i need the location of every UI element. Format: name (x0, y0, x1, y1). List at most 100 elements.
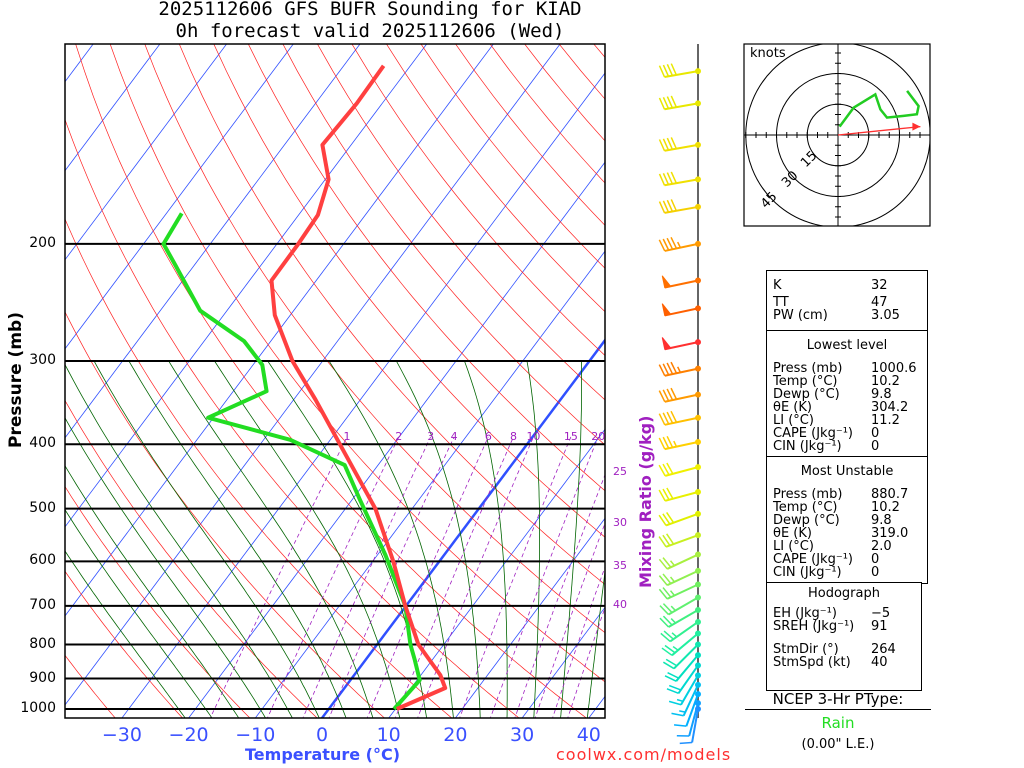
temperature-tick-10: 10 (376, 724, 401, 746)
index-row: Dewp (°C) 9.8 (773, 514, 927, 527)
mixing-ratio-line (534, 522, 605, 718)
dry-adiabat (455, 44, 605, 226)
dry-adiabat (144, 44, 605, 634)
index-label: θE (K) (773, 526, 812, 541)
dry-adiabat (351, 44, 605, 356)
index-row: TT 47 (773, 296, 927, 309)
dry-adiabat (420, 44, 605, 269)
mixing-ratio-label-2: 2 (395, 430, 403, 443)
ptype-title: NCEP 3-Hr PType: (745, 690, 931, 710)
index-row: θE (K) 304.2 (773, 401, 927, 414)
wind-barb (658, 361, 701, 377)
hodograph-units: knots (750, 46, 786, 61)
index-value: 91 (871, 619, 888, 634)
moist-adiabat (214, 360, 401, 718)
isotherm (121, 72, 605, 718)
index-label: Dewp (°C) (773, 387, 840, 402)
index-value: 32 (871, 278, 888, 293)
index-value: 10.2 (871, 374, 900, 389)
index-label: TT (773, 295, 789, 310)
index-row: CAPE (Jkg⁻¹) 0 (773, 553, 927, 566)
mixing-ratio-line (567, 606, 605, 718)
wind-barb (673, 691, 701, 727)
moist-adiabat (128, 360, 347, 718)
wind-barb (658, 551, 701, 570)
pressure-tick-300: 300 (29, 352, 56, 369)
dry-adiabat (386, 44, 605, 313)
wind-barb (658, 387, 701, 403)
dry-adiabat (317, 44, 605, 401)
wind-barb (664, 652, 701, 682)
mixing-ratio-line (459, 436, 572, 718)
mixing-ratio-label-40: 40 (613, 597, 627, 611)
wind-barb (660, 618, 701, 643)
ptype-liquid-equivalent: (0.00" L.E.) (801, 737, 875, 752)
wind-barb (658, 237, 701, 252)
dry-adiabat (65, 399, 318, 718)
moist-adiabat (65, 417, 266, 718)
mixing-ratio-label-3: 3 (427, 430, 435, 443)
index-row: LI (°C) 2.0 (773, 540, 927, 553)
mixing-ratio-label-4: 4 (450, 430, 458, 443)
pressure-tick-1000: 1000 (20, 700, 56, 716)
wind-barb (661, 630, 701, 657)
dry-adiabat (213, 44, 605, 538)
moist-adiabat (65, 363, 293, 718)
index-value: 0 (871, 565, 880, 580)
dry-adiabat (65, 654, 116, 718)
index-label: Temp (°C) (773, 500, 838, 515)
index-row: Press (mb) 880.7 (773, 488, 927, 501)
mixing-ratio-label-15: 15 (563, 430, 578, 443)
index-row: Press (mb) 1000.6 (773, 362, 927, 375)
mixing-ratio-label-8: 8 (509, 430, 517, 443)
dry-adiabat (109, 44, 605, 683)
wind-barb (658, 95, 701, 111)
index-label: Dewp (°C) (773, 513, 840, 528)
index-row: StmSpd (kt) 40 (773, 656, 921, 669)
wind-barb (658, 410, 701, 426)
index-label: PW (cm) (773, 308, 828, 323)
wind-barb (679, 706, 701, 745)
dry-adiabat (65, 218, 453, 718)
arrow-head-icon (912, 122, 921, 131)
wind-barb (658, 435, 701, 451)
isotherm (65, 44, 428, 528)
index-label: CAPE (Jkg⁻¹) (773, 552, 853, 567)
index-value: 3.05 (871, 308, 900, 323)
index-label: CIN (Jkg⁻¹) (773, 565, 842, 580)
pressure-tick-700: 700 (29, 596, 56, 613)
index-row: CIN (Jkg⁻¹) 0 (773, 440, 927, 453)
index-value: 880.7 (871, 487, 909, 502)
hodograph-stats-title: Hodograph (808, 586, 880, 601)
index-label: CAPE (Jkg⁻¹) (773, 426, 853, 441)
mixing-ratio-label-35: 35 (613, 558, 627, 572)
mixing-ratio-label-20: 20 (591, 430, 606, 443)
index-row: StmDir (°) 264 (773, 643, 921, 656)
pressure-tick-200: 200 (29, 234, 56, 251)
wind-barb (658, 63, 701, 78)
mixing-ratio-label-10: 10 (526, 430, 541, 443)
index-label: StmSpd (kt) (773, 655, 851, 670)
plot-frame (64, 43, 606, 719)
moist-adiabat (526, 361, 540, 718)
index-row: LI (°C) 11.2 (773, 414, 927, 427)
index-label: K (773, 278, 782, 293)
credit-link[interactable]: coolwx.com/models (556, 745, 732, 764)
isotherm (254, 250, 605, 718)
index-value: 47 (871, 295, 888, 310)
mixing-ratio-label-25: 25 (613, 465, 627, 478)
wind-barb (662, 641, 701, 670)
isotherm (65, 44, 228, 261)
most-unstable-title: Most Unstable (800, 464, 894, 479)
index-row: CAPE (Jkg⁻¹) 0 (773, 427, 927, 440)
index-label: CIN (Jkg⁻¹) (773, 439, 842, 454)
pressure-tick-400: 400 (29, 435, 56, 452)
dry-adiabat (65, 118, 520, 718)
mixing-ratio-label-6: 6 (484, 430, 492, 443)
index-row: EH (Jkg⁻¹) −5 (773, 607, 921, 620)
temperature-tick-30: 30 (510, 724, 535, 746)
index-row: K 32 (773, 279, 927, 292)
temperature-profile (269, 64, 448, 711)
mixing-ratio-label-30: 30 (613, 515, 627, 529)
index-row: θE (K) 319.0 (773, 527, 927, 540)
